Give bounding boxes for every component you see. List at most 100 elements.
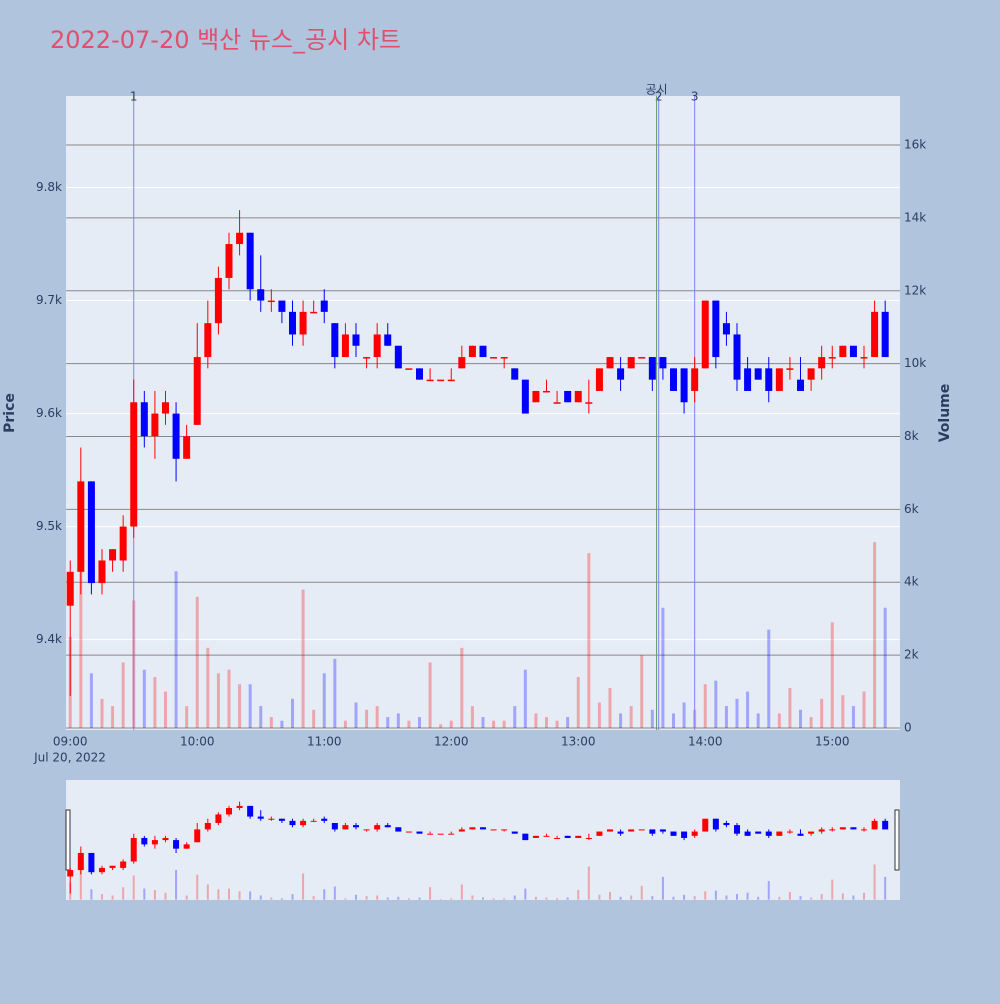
candle-body (373, 334, 381, 358)
slider-volume-bar (841, 893, 844, 900)
slider-candle-body (585, 837, 592, 839)
slider-volume-bar (513, 895, 516, 900)
volume-bar (195, 596, 199, 728)
slider-volume-bar (725, 895, 728, 900)
candle-body (225, 244, 233, 278)
candle-body (564, 390, 572, 403)
event-label: 공시 (646, 83, 668, 97)
volume-bar (396, 713, 400, 728)
slider-volume-bar (270, 897, 273, 900)
slider-volume-bar (132, 875, 135, 900)
slider-volume-bar (884, 876, 887, 900)
slider-candle-body (405, 831, 412, 833)
slider-candle-body (300, 820, 307, 826)
candle-body (66, 571, 74, 606)
slider-volume-bar (175, 869, 178, 900)
slider-candle-body (617, 831, 624, 834)
candle-body (394, 345, 402, 369)
slider-volume-bar (100, 894, 103, 900)
candle-body (511, 368, 519, 380)
slider-volume-bar (407, 898, 410, 900)
candle-body (246, 232, 254, 290)
x-date-label: Jul 20, 2022 (33, 751, 106, 765)
slider-volume-bar (524, 888, 527, 900)
slider-volume-bar (397, 896, 400, 900)
slider-candle-body (384, 825, 391, 828)
candle-body (659, 357, 667, 369)
slider-handle[interactable] (894, 809, 900, 871)
slider-volume-bar (185, 895, 188, 900)
slider-volume-bar (778, 896, 781, 900)
y2-tick-label: 10k (904, 356, 926, 370)
volume-bar (735, 698, 739, 728)
x-tick-label: 15:00 (815, 735, 850, 749)
volume-bar (650, 709, 654, 728)
slider-volume-bar (566, 897, 569, 900)
slider-candle-body (712, 818, 719, 830)
slider-volume-bar (323, 889, 326, 900)
slider-handle[interactable] (65, 809, 71, 871)
candle-body (77, 481, 85, 572)
slider-volume-bar (354, 894, 357, 900)
volume-bar (809, 717, 813, 728)
candle-body (151, 413, 159, 437)
y2-tick-label: 4k (904, 575, 919, 589)
slider-candle-body (808, 831, 815, 834)
slider-candle-body (204, 822, 211, 830)
candle-body (468, 345, 476, 358)
slider-volume-bar (460, 884, 463, 900)
volume-bar (481, 717, 485, 728)
slider-candle-body (374, 825, 381, 830)
candle-body (828, 357, 836, 359)
x-tick-label: 09:00 (53, 735, 88, 749)
candle-body (765, 368, 773, 391)
slider-candle-body (522, 833, 529, 841)
slider-candle-body (755, 831, 762, 834)
candle-body (691, 368, 699, 391)
candle-body (109, 549, 117, 561)
slider-volume-bar (640, 885, 643, 900)
slider-volume-bar (788, 892, 791, 900)
volume-bar (746, 691, 750, 728)
candle-body (670, 368, 678, 391)
volume-bar (142, 669, 146, 728)
slider-candle-body (786, 831, 793, 833)
slider-volume-bar (280, 898, 283, 900)
candle-body (172, 413, 180, 459)
slider-volume-bar (249, 891, 252, 900)
slider-candle-body (882, 820, 889, 830)
slider-volume-bar (661, 876, 664, 900)
y2-tick-label: 12k (904, 283, 926, 297)
slider-candle-body (691, 831, 698, 836)
slider-candle-body (427, 833, 434, 835)
slider-volume-bar (238, 891, 241, 900)
candle-body (98, 560, 106, 584)
slider-candle-body (628, 829, 635, 832)
slider-volume-bar (143, 888, 146, 900)
volume-bar (375, 706, 379, 728)
volume-bar (587, 553, 591, 728)
slider-volume-bar (746, 892, 749, 900)
slider-volume-bar (365, 896, 368, 900)
slider-volume-bar (196, 874, 199, 900)
slider-volume-bar (820, 894, 823, 900)
slider-candle-body (702, 818, 709, 832)
candle-body (183, 436, 191, 459)
volume-bar (206, 647, 210, 728)
candle-body (119, 526, 127, 561)
candle-body (775, 368, 783, 391)
slider-volume-bar (672, 896, 675, 900)
slider-candle-body (649, 829, 656, 834)
range-slider[interactable] (66, 780, 900, 900)
volume-bar (767, 629, 771, 728)
candle-body (839, 345, 847, 358)
volume-bar (354, 702, 358, 728)
slider-candle-body (395, 827, 402, 832)
slider-candle-body (818, 829, 825, 832)
slider-candle-body (670, 831, 677, 836)
candle-body (204, 323, 212, 358)
slider-candle-body (67, 870, 74, 877)
x-tick-label: 12:00 (434, 735, 469, 749)
slider-candle-body (480, 827, 486, 830)
volume-bar (216, 673, 220, 728)
